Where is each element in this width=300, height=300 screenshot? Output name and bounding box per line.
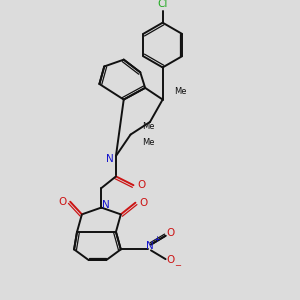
- Text: +: +: [153, 235, 160, 244]
- Text: N: N: [146, 242, 154, 251]
- Text: Me: Me: [142, 122, 154, 131]
- Text: O: O: [166, 255, 175, 265]
- Text: O: O: [58, 197, 67, 207]
- Text: Me: Me: [142, 138, 154, 147]
- Text: N: N: [106, 154, 114, 164]
- Text: O: O: [166, 228, 175, 238]
- Text: O: O: [137, 180, 146, 190]
- Text: Cl: Cl: [158, 0, 168, 9]
- Text: O: O: [139, 198, 147, 208]
- Text: N: N: [102, 200, 110, 210]
- Text: Me: Me: [174, 87, 186, 96]
- Text: −: −: [174, 261, 181, 270]
